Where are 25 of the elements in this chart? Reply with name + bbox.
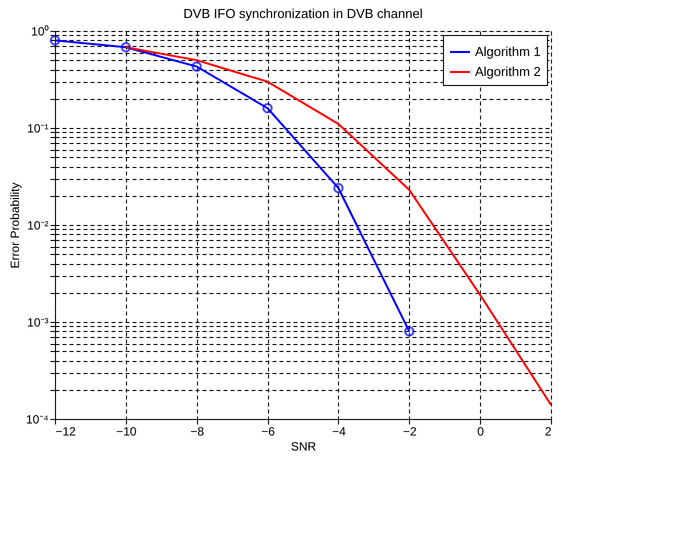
x-tick-label: 2 — [544, 424, 552, 438]
x-tick-label: −10 — [116, 424, 137, 438]
point — [262, 103, 273, 114]
x-tick-label: −6 — [261, 424, 276, 438]
x-axis-title: SNR — [290, 440, 316, 454]
line-series — [124, 46, 551, 406]
chart-title: DVB IFO synchronization in DVB channel — [183, 6, 423, 21]
legend-label: Algorithm 2 — [475, 64, 541, 79]
y-tick-label: 10⁻³ — [27, 316, 49, 330]
y-tick-label: 10⁻¹ — [27, 122, 49, 136]
y-tick-label: 10⁻⁴ — [26, 412, 48, 426]
point — [192, 61, 202, 72]
point — [333, 182, 344, 194]
x-tick-label: −2 — [402, 424, 417, 438]
point — [50, 35, 60, 46]
y-tick-label: 10⁰ — [31, 24, 48, 38]
x-tick-label: 0 — [477, 424, 484, 438]
x-tick-label: −8 — [190, 424, 204, 438]
legend-label: Algorithm 1 — [475, 44, 541, 59]
y-tick-label: 10⁻² — [27, 218, 49, 232]
x-tick-label: −4 — [332, 424, 346, 438]
x-tick-label: −12 — [56, 424, 76, 438]
point — [404, 326, 414, 337]
point — [120, 42, 132, 52]
y-axis-title: Error Probability — [8, 182, 22, 269]
